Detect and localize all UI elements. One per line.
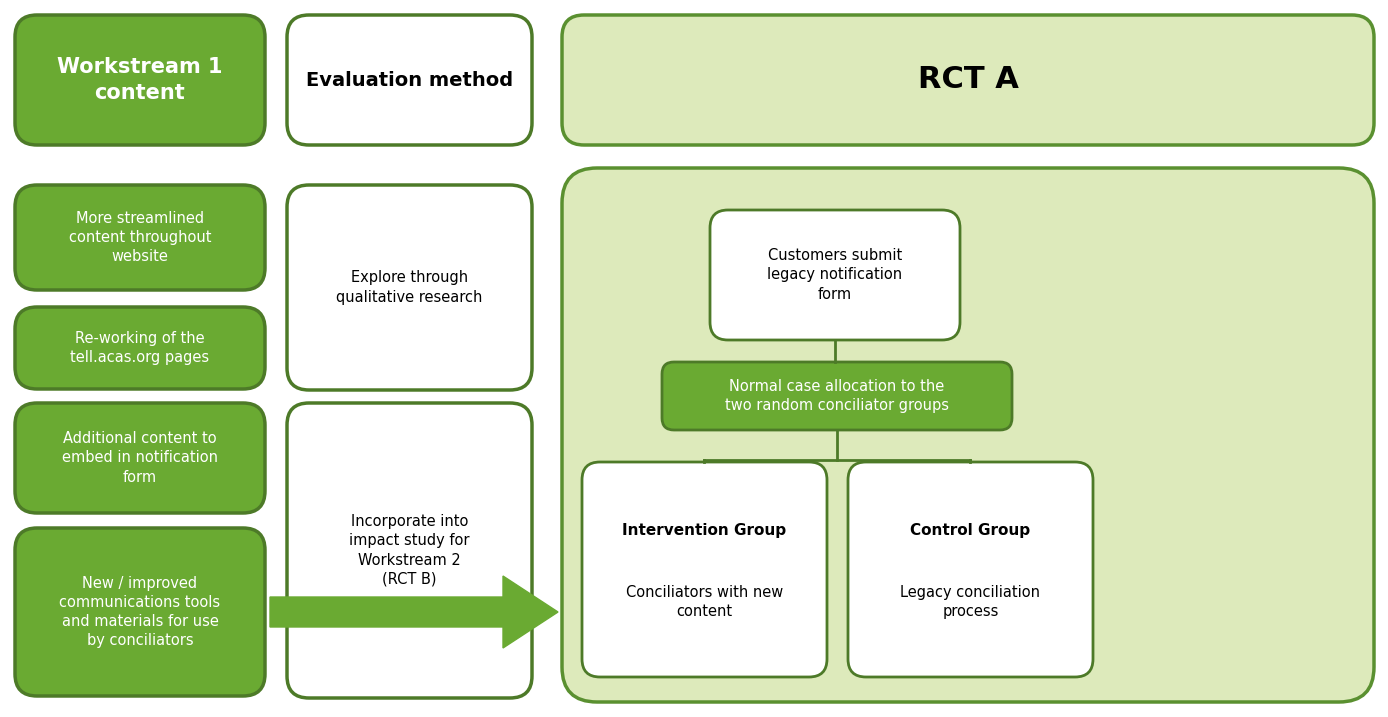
FancyBboxPatch shape (582, 462, 827, 677)
FancyBboxPatch shape (562, 168, 1374, 702)
Text: Normal case allocation to the
two random conciliator groups: Normal case allocation to the two random… (725, 379, 949, 413)
Text: Re-working of the
tell.acas.org pages: Re-working of the tell.acas.org pages (71, 331, 210, 365)
Text: RCT A: RCT A (917, 65, 1019, 95)
FancyBboxPatch shape (15, 528, 265, 696)
Text: Customers submit
legacy notification
form: Customers submit legacy notification for… (768, 248, 902, 302)
Text: Conciliators with new
content: Conciliators with new content (626, 584, 783, 619)
Text: Additional content to
embed in notification
form: Additional content to embed in notificat… (62, 432, 218, 485)
FancyBboxPatch shape (287, 403, 532, 698)
Polygon shape (271, 576, 558, 648)
FancyBboxPatch shape (15, 185, 265, 290)
FancyBboxPatch shape (287, 15, 532, 145)
Text: Control Group: Control Group (911, 523, 1030, 538)
FancyBboxPatch shape (287, 185, 532, 390)
FancyBboxPatch shape (662, 362, 1012, 430)
FancyBboxPatch shape (15, 403, 265, 513)
Text: Incorporate into
impact study for
Workstream 2
(RCT B): Incorporate into impact study for Workst… (350, 514, 469, 587)
Text: Explore through
qualitative research: Explore through qualitative research (336, 270, 483, 305)
Text: More streamlined
content throughout
website: More streamlined content throughout webs… (69, 211, 211, 264)
FancyBboxPatch shape (562, 15, 1374, 145)
Text: Workstream 1
content: Workstream 1 content (57, 57, 222, 103)
Text: Intervention Group: Intervention Group (622, 523, 787, 538)
FancyBboxPatch shape (711, 210, 960, 340)
FancyBboxPatch shape (15, 307, 265, 389)
Text: Evaluation method: Evaluation method (305, 70, 514, 90)
Text: New / improved
communications tools
and materials for use
by conciliators: New / improved communications tools and … (60, 576, 221, 648)
Text: Legacy conciliation
process: Legacy conciliation process (901, 584, 1041, 619)
FancyBboxPatch shape (848, 462, 1092, 677)
FancyBboxPatch shape (15, 15, 265, 145)
